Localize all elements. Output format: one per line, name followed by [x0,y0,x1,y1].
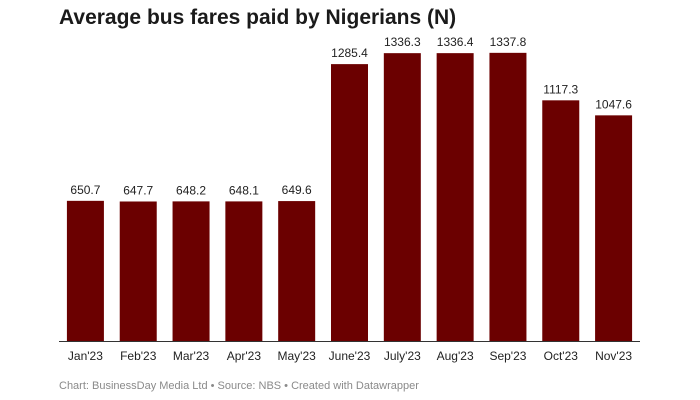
x-tick-labels-group: Jan'23 Feb'23 Mar'23 Apr'23 May'23 June'23 Jul… [68,349,632,363]
value-label: 1285.4 [331,46,368,60]
x-tick-label: Apr'23 [227,349,262,363]
bar-oct-23 [542,100,580,341]
bar-sep-23 [489,52,527,342]
value-label: 1336.4 [437,35,474,49]
bars-group [66,52,633,342]
bar-jan-23 [66,200,104,341]
value-labels-group: 650.7 647.7 648.2 648.1 649.6 1285.4 1336.3 133… [70,35,632,198]
bar-apr-23 [225,201,263,341]
value-label: 648.2 [176,183,206,197]
value-label: 1047.6 [595,97,632,111]
x-tick-label: Mar'23 [173,349,210,363]
bar-july-23 [383,53,421,341]
bar-nov-23 [595,115,633,341]
bar-aug-23 [436,53,474,341]
x-tick-label: Oct'23 [544,349,579,363]
x-tick-label: Jan'23 [68,349,103,363]
value-label: 1337.8 [490,35,527,49]
chart-title: Average bus fares paid by Nigerians (N) [59,6,457,29]
value-label: 649.6 [282,183,312,197]
chart-footer-credit: Chart: BusinessDay Media Ltd • Source: N… [59,380,419,392]
x-tick-label: Feb'23 [120,349,157,363]
bar-mar-23 [172,201,210,341]
x-tick-label: June'23 [329,349,371,363]
value-label: 1117.3 [543,82,578,96]
bar-feb-23 [119,201,157,341]
value-label: 647.7 [123,183,153,197]
value-label: 648.1 [229,183,259,197]
x-tick-label: Sep'23 [489,349,526,363]
bar-may-23 [278,201,316,341]
value-label: 650.7 [70,183,100,197]
x-tick-label: July'23 [384,349,421,363]
value-label: 1336.3 [384,35,421,49]
x-tick-label: Nov'23 [595,349,632,363]
bar-june-23 [331,64,368,342]
x-tick-label: May'23 [278,349,317,363]
x-tick-label: Aug'23 [437,349,474,363]
